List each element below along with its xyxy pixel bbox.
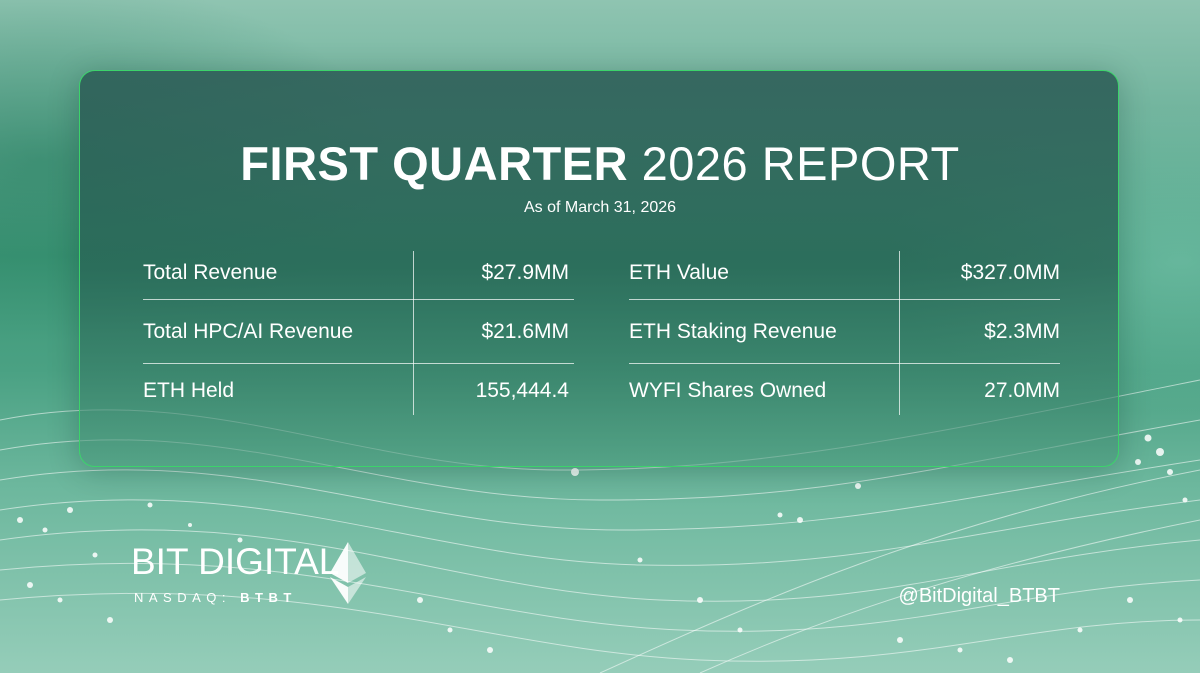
stat-value: $327.0MM bbox=[960, 261, 1060, 284]
stat-value: 27.0MM bbox=[984, 379, 1060, 402]
row-divider bbox=[629, 299, 1060, 300]
report-subtitle: As of March 31, 2026 bbox=[523, 199, 677, 216]
row-divider bbox=[143, 299, 574, 300]
stat-row: WYFI Shares Owned 27.0MM bbox=[629, 362, 1060, 420]
brand-name: BIT DIGITAL bbox=[131, 541, 340, 582]
report-title: FIRST QUARTER 2026 REPORT bbox=[0, 136, 1200, 192]
stat-row: ETH Value $327.0MM bbox=[629, 244, 1060, 302]
ethereum-diamond-icon bbox=[330, 542, 366, 604]
brand-exchange-line: NASDAQ: BTBT bbox=[134, 590, 297, 606]
stat-label: ETH Held bbox=[143, 379, 235, 402]
stat-value: $21.6MM bbox=[481, 320, 569, 343]
row-divider bbox=[629, 363, 1060, 364]
social-handle: @BitDigital_BTBT bbox=[898, 585, 1060, 607]
stat-row: ETH Staking Revenue $2.3MM bbox=[629, 303, 1060, 361]
stat-row: Total Revenue $27.9MM bbox=[143, 244, 569, 302]
stat-value: $2.3MM bbox=[984, 320, 1060, 343]
column-divider bbox=[413, 251, 414, 415]
stat-row: ETH Held 155,444.4 bbox=[143, 362, 569, 420]
stat-label: WYFI Shares Owned bbox=[629, 379, 827, 402]
stat-row: Total HPC/AI Revenue $21.6MM bbox=[143, 303, 569, 361]
report-title-light: 2026 REPORT bbox=[641, 137, 960, 190]
stat-value: $27.9MM bbox=[481, 261, 569, 284]
row-divider bbox=[143, 363, 574, 364]
brand-ticker: BTBT bbox=[240, 590, 297, 605]
stat-label: ETH Value bbox=[629, 261, 729, 284]
stat-label: Total HPC/AI Revenue bbox=[143, 320, 354, 343]
stat-label: Total Revenue bbox=[143, 261, 278, 284]
report-card bbox=[79, 70, 1119, 467]
report-title-bold: FIRST QUARTER bbox=[240, 137, 629, 190]
stat-label: ETH Staking Revenue bbox=[629, 320, 837, 343]
brand-exchange: NASDAQ: bbox=[134, 590, 232, 605]
stat-value: 155,444.4 bbox=[475, 379, 569, 402]
column-divider bbox=[899, 251, 900, 415]
